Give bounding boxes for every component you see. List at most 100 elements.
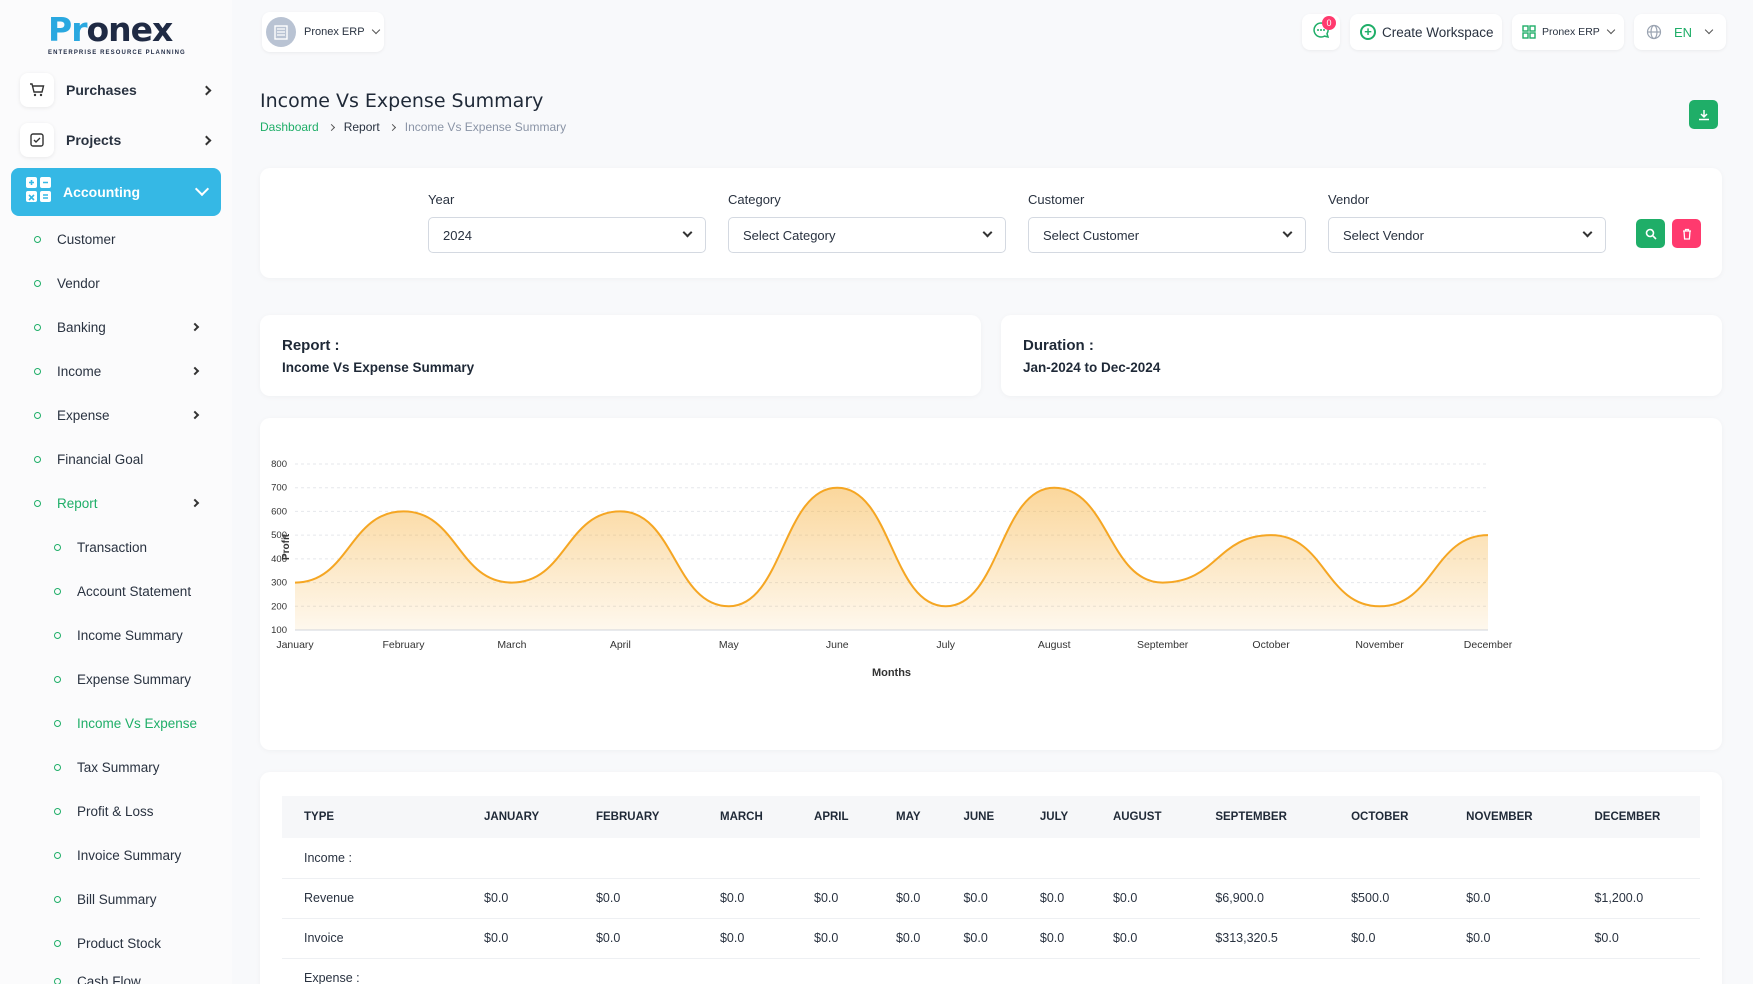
chevron-down-icon xyxy=(371,25,380,35)
sidebar-item-label: Accounting xyxy=(63,184,140,200)
sidebar-item-cash-flow[interactable]: Cash Flow xyxy=(54,970,224,984)
bullet-icon xyxy=(34,455,41,463)
table-cell: $0.0 xyxy=(1090,918,1194,959)
reset-filter-button[interactable] xyxy=(1672,219,1701,248)
workspace-selector[interactable]: Pronex ERP xyxy=(262,12,384,52)
apply-filter-button[interactable] xyxy=(1636,219,1665,248)
erp-selector[interactable]: Pronex ERP xyxy=(1512,14,1624,50)
chevron-right-icon xyxy=(327,123,335,131)
sidebar-item-income[interactable]: Income xyxy=(34,360,204,382)
download-button[interactable] xyxy=(1689,100,1718,129)
table-cell: $0.0 xyxy=(792,878,874,919)
bullet-icon xyxy=(54,631,61,639)
bullet-icon xyxy=(54,587,61,595)
chevron-right-icon xyxy=(190,410,200,420)
sidebar-item-income-summary[interactable]: Income Summary xyxy=(54,624,224,646)
x-tick-label: October xyxy=(1252,639,1290,651)
vendor-select[interactable]: Select Vendor xyxy=(1328,217,1606,253)
table-cell xyxy=(1329,838,1445,879)
sidebar-item-account-statement[interactable]: Account Statement xyxy=(54,580,224,602)
brand-logo[interactable]: Pronex ENTERPRISE RESOURCE PLANNING xyxy=(48,10,186,64)
table-cell: $0.0 xyxy=(697,918,793,959)
language-selector[interactable]: EN xyxy=(1634,14,1726,50)
sidebar-item-purchases[interactable]: Purchases xyxy=(20,70,216,110)
sidebar-item-banking[interactable]: Banking xyxy=(34,316,204,338)
table-cell: Expense : xyxy=(282,958,462,984)
sidebar-item-expense[interactable]: Expense xyxy=(34,404,204,426)
message-count-badge: 0 xyxy=(1322,16,1336,30)
duration-value: Jan-2024 to Dec-2024 xyxy=(1023,360,1161,375)
y-tick-label: 200 xyxy=(271,601,287,612)
plus-circle-icon: + xyxy=(1360,24,1376,40)
table-header-row: TYPE JANUARY FEBRUARY MARCH APRIL MAY JUNE JULY… xyxy=(282,796,1700,838)
sidebar-item-expense-summary[interactable]: Expense Summary xyxy=(54,668,224,690)
brand-tagline: ENTERPRISE RESOURCE PLANNING xyxy=(48,50,186,56)
column-header: DECEMBER xyxy=(1594,811,1661,823)
table-row: Invoice $0.0 $0.0 $0.0 $0.0 $0.0 $0.0 $0.0 $0.0 $… xyxy=(282,918,1700,959)
globe-icon xyxy=(1646,24,1662,40)
page-title: Income Vs Expense Summary xyxy=(260,90,544,112)
breadcrumb-dashboard[interactable]: Dashboard xyxy=(260,120,319,134)
breadcrumb-report[interactable]: Report xyxy=(343,120,380,134)
table-cell xyxy=(697,958,793,984)
create-workspace-button[interactable]: + Create Workspace xyxy=(1350,14,1502,50)
sidebar-item-accounting[interactable]: Accounting xyxy=(11,168,221,216)
table-row: Income : xyxy=(282,838,1700,879)
sidebar-item-customer[interactable]: Customer xyxy=(34,228,204,250)
bullet-icon xyxy=(54,543,61,551)
y-tick-label: 500 xyxy=(271,530,287,541)
year-select[interactable]: 2024 xyxy=(428,217,706,253)
bullet-icon xyxy=(34,411,41,419)
filter-card: Year 2024 Category Select Category Custo… xyxy=(260,168,1722,278)
bullet-icon xyxy=(54,851,61,859)
sidebar-item-vendor[interactable]: Vendor xyxy=(34,272,204,294)
vendor-value: Select Vendor xyxy=(1343,227,1424,243)
sidebar-item-profit-loss[interactable]: Profit & Loss xyxy=(54,800,224,822)
sidebar-item-transaction[interactable]: Transaction xyxy=(54,536,224,558)
sidebar-item-projects[interactable]: Projects xyxy=(20,120,216,160)
table-cell: Invoice xyxy=(282,918,462,959)
download-icon xyxy=(1698,109,1710,121)
vendor-filter: Vendor Select Vendor xyxy=(1328,192,1606,253)
x-tick-label: August xyxy=(1038,639,1071,651)
table-cell xyxy=(1444,958,1573,984)
duration-label: Duration : xyxy=(1023,337,1094,354)
checkbox-icon xyxy=(20,123,54,157)
sidebar-item-invoice-summary[interactable]: Invoice Summary xyxy=(54,844,224,866)
category-select[interactable]: Select Category xyxy=(728,217,1006,253)
sidebar-item-financial-goal[interactable]: Financial Goal xyxy=(34,448,204,470)
year-value: 2024 xyxy=(443,227,472,243)
customer-select[interactable]: Select Customer xyxy=(1028,217,1306,253)
table-cell xyxy=(1572,958,1700,984)
erp-label: Pronex ERP xyxy=(1542,26,1600,38)
column-header: JUNE xyxy=(963,811,995,823)
chevron-right-icon xyxy=(201,135,212,145)
table-cell: $0.0 xyxy=(873,918,942,959)
sidebar-item-report[interactable]: Report xyxy=(34,492,204,514)
column-header: MAY xyxy=(895,811,921,823)
brand-name: Pronex xyxy=(48,10,173,49)
table-cell: $0.0 xyxy=(1090,878,1194,919)
table-row: Expense : xyxy=(282,958,1700,984)
table-cell: $0.0 xyxy=(1444,918,1573,959)
year-label: Year xyxy=(428,192,455,207)
workspace-name: Pronex ERP xyxy=(304,26,365,38)
calculator-icon xyxy=(25,176,53,209)
table-cell: $313,320.5 xyxy=(1193,918,1330,959)
report-value: Income Vs Expense Summary xyxy=(282,360,475,375)
table-cell xyxy=(941,958,1018,984)
sidebar-item-bill-summary[interactable]: Bill Summary xyxy=(54,888,224,910)
chevron-down-icon xyxy=(982,227,993,238)
sidebar-item-income-vs-expense[interactable]: Income Vs Expense xyxy=(54,712,224,734)
table-cell: $0.0 xyxy=(573,918,698,959)
chevron-right-icon xyxy=(190,366,200,376)
y-tick-label: 800 xyxy=(271,459,287,470)
bullet-icon xyxy=(34,367,41,375)
sidebar-item-tax-summary[interactable]: Tax Summary xyxy=(54,756,224,778)
messages-button[interactable]: 0 xyxy=(1302,14,1340,50)
breadcrumb: Dashboard Report Income Vs Expense Summa… xyxy=(260,120,566,134)
column-header: TYPE xyxy=(304,811,335,823)
x-tick-label: September xyxy=(1137,639,1189,651)
table-cell xyxy=(573,838,698,879)
sidebar-item-product-stock[interactable]: Product Stock xyxy=(54,932,224,954)
